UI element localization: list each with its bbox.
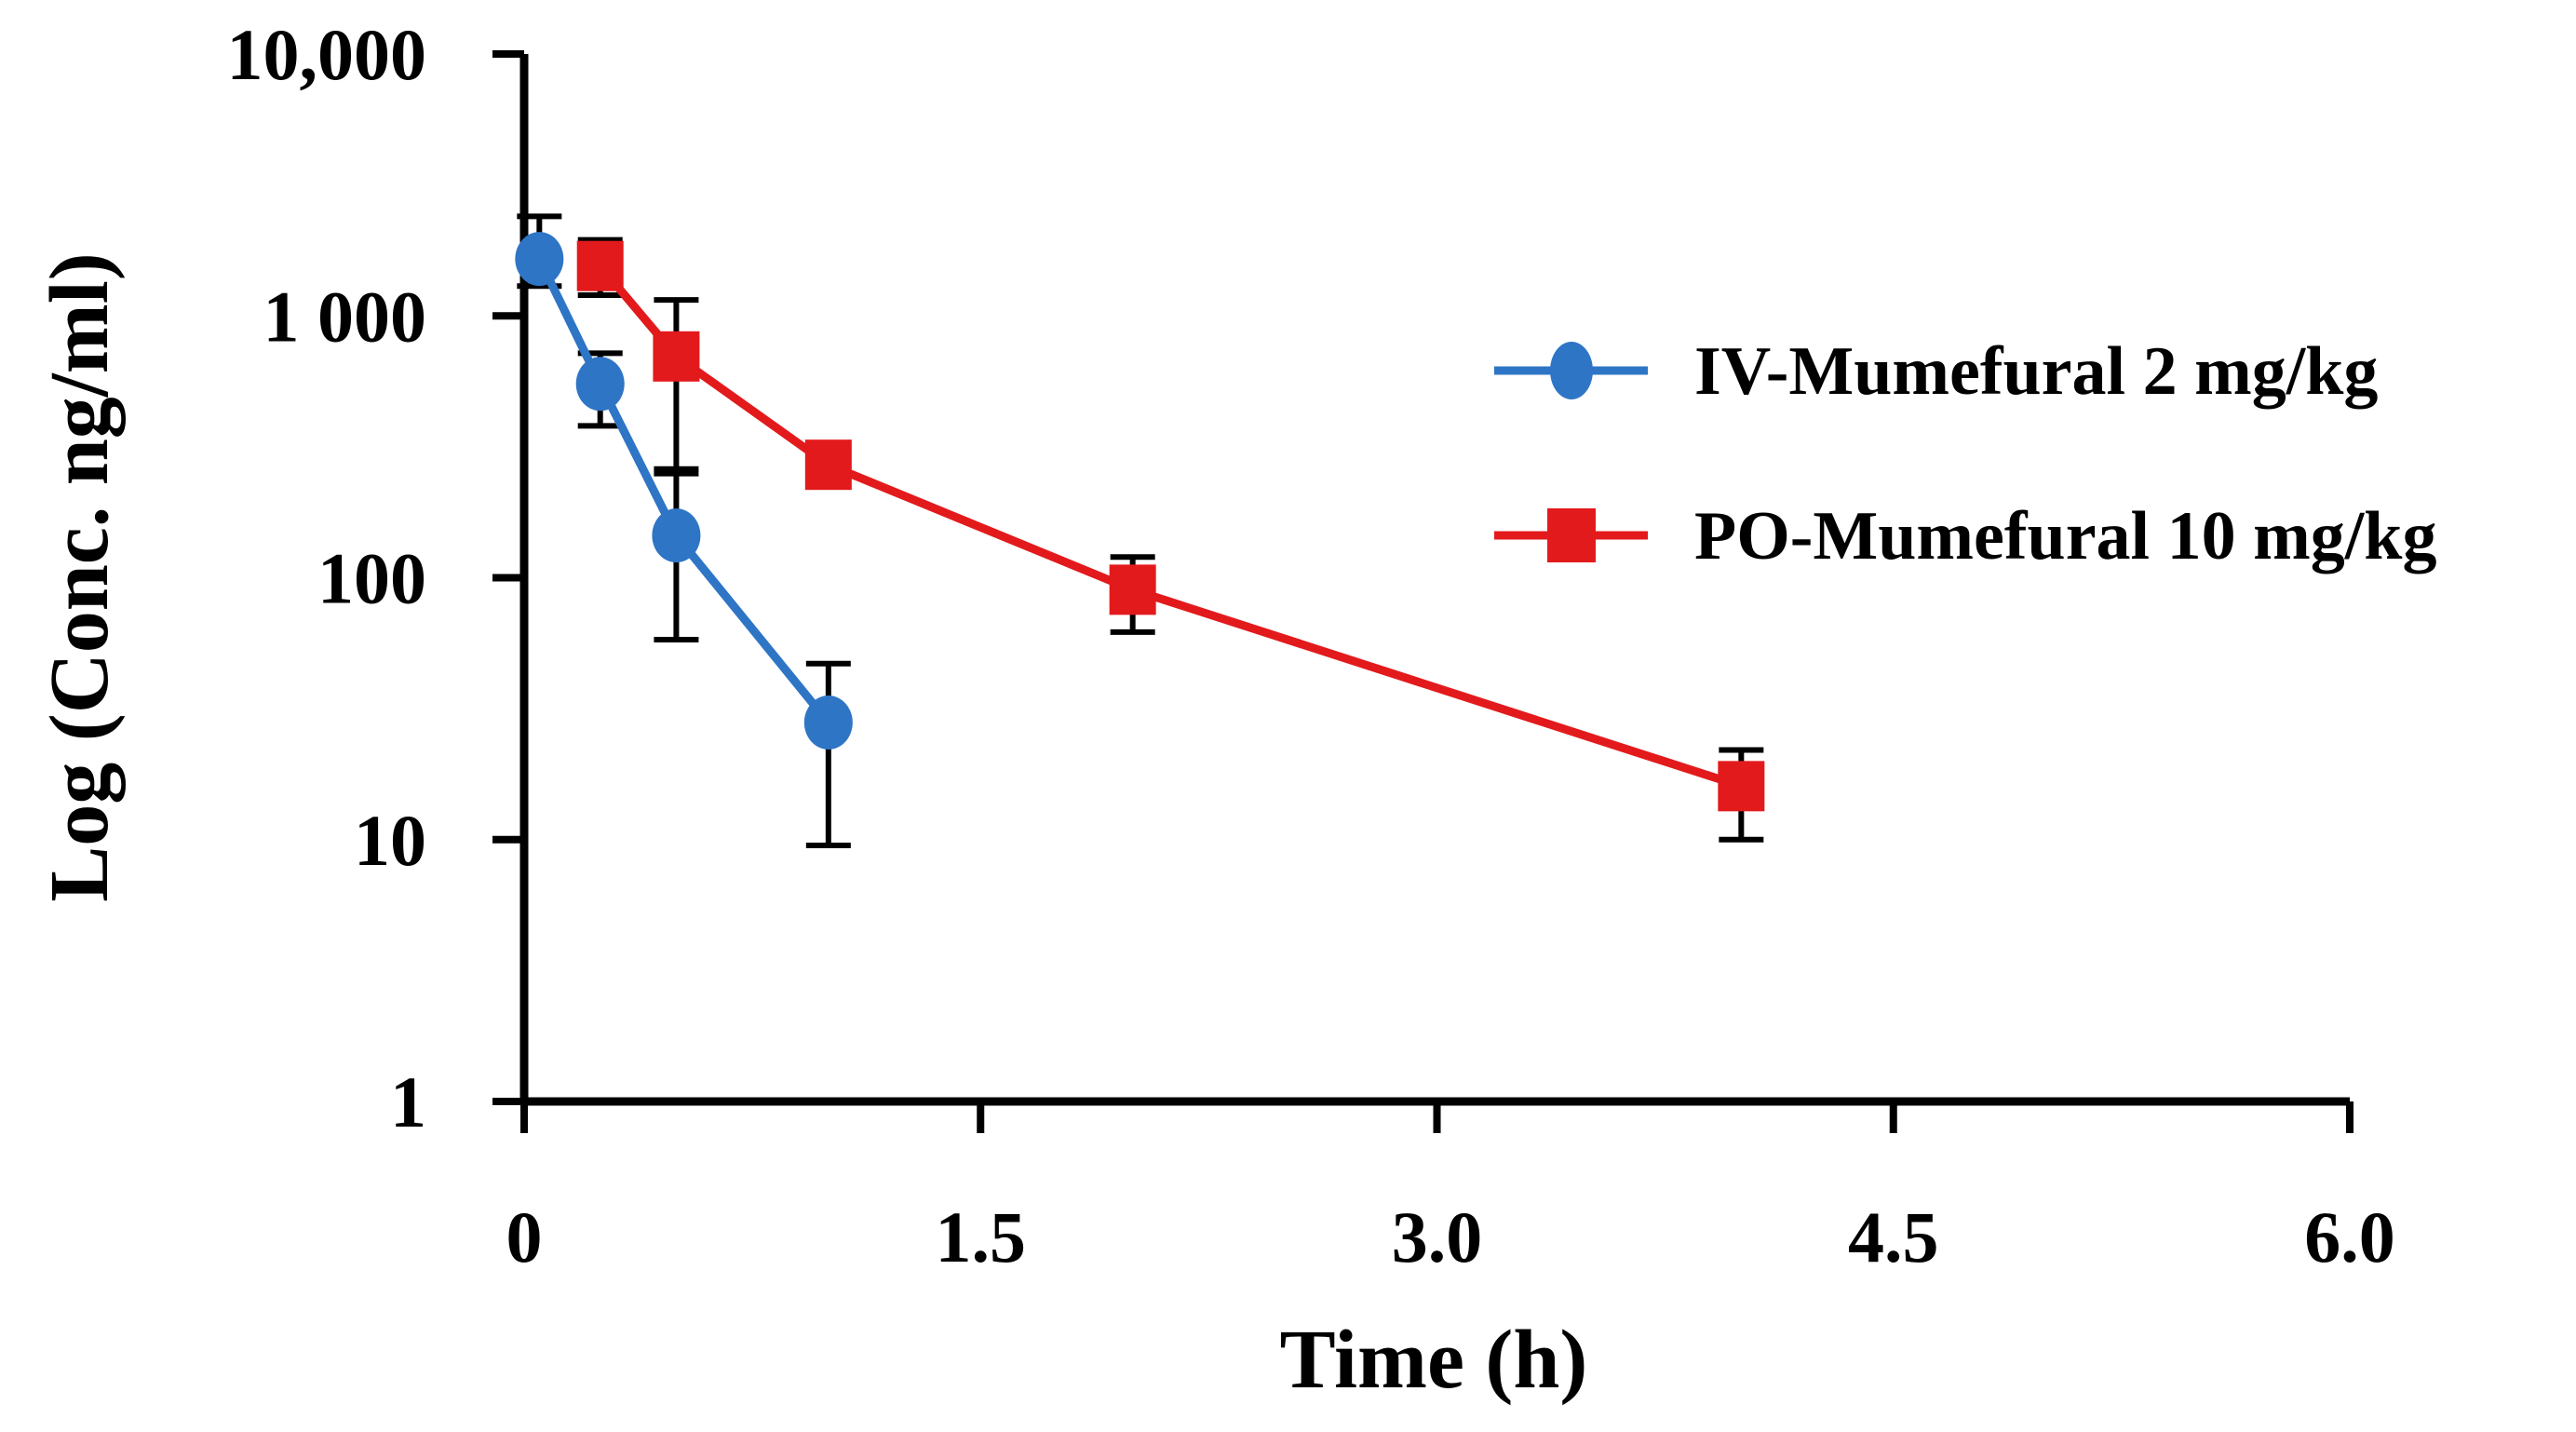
x-tick-label: 0: [506, 1196, 543, 1277]
legend-label: IV-Mumefural 2 mg/kg: [1694, 333, 2378, 410]
data-point: [652, 508, 701, 563]
axes: [519, 54, 2350, 1106]
series-layer: [515, 213, 1765, 849]
y-tick-label: 10,000: [227, 14, 427, 95]
data-point: [575, 357, 625, 412]
legend-label: PO-Mumefural 10 mg/kg: [1694, 498, 2436, 574]
data-point: [1718, 761, 1765, 812]
legend-marker: [1547, 508, 1596, 562]
legend-item: PO-Mumefural 10 mg/kg: [1494, 498, 2436, 574]
legend-item: IV-Mumefural 2 mg/kg: [1494, 333, 2378, 410]
y-axis-title: Log (Conc. ng/ml): [34, 252, 126, 902]
tick-labels: 0 1.5 3.0 4.5 6.0 1 10 100 1 000 10,000: [227, 14, 2395, 1277]
legend-marker: [1550, 342, 1593, 399]
data-point: [803, 695, 853, 750]
x-tick-label: 4.5: [1848, 1196, 1939, 1277]
series-2: [576, 236, 1765, 843]
x-axis-title: Time (h): [1280, 1314, 1588, 1406]
data-point: [653, 331, 700, 382]
y-tick-label: 100: [317, 538, 426, 619]
y-tick-label: 1: [390, 1061, 426, 1142]
y-tick-label: 1 000: [263, 276, 427, 357]
x-tick-label: 1.5: [936, 1196, 1027, 1277]
series-1: [515, 213, 853, 849]
data-point: [804, 439, 852, 491]
series-line: [535, 257, 832, 725]
data-point: [515, 232, 564, 287]
legend: IV-Mumefural 2 mg/kg PO-Mumefural 10 mg/k…: [1494, 333, 2436, 574]
data-point: [576, 240, 624, 291]
x-tick-label: 6.0: [2304, 1196, 2395, 1277]
ticks: [492, 50, 2353, 1133]
y-tick-label: 10: [354, 800, 426, 881]
x-tick-label: 3.0: [1392, 1196, 1483, 1277]
data-point: [1109, 564, 1156, 615]
